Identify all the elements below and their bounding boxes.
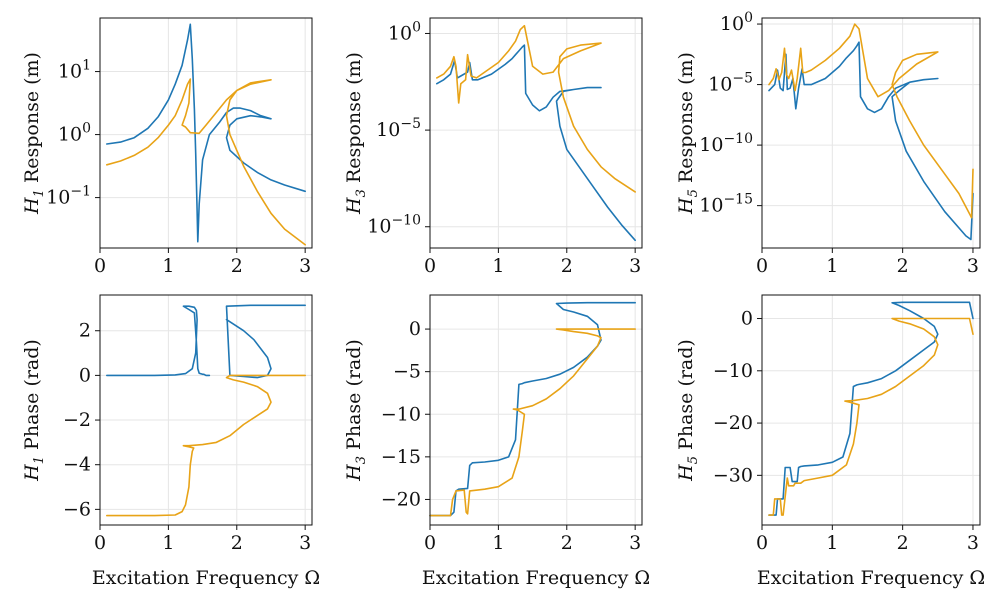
panel-h3-response: 0 1 2 3 10−10 10−5 100 H3 Response (m) bbox=[343, 17, 643, 277]
x-tick-label: 1 bbox=[162, 532, 174, 554]
x-tick-label: 1 bbox=[826, 532, 838, 554]
plot-frame bbox=[429, 17, 643, 249]
y-tick-label: −5 bbox=[393, 361, 421, 383]
x-tick-label: 2 bbox=[897, 532, 909, 554]
x-tick-label: 3 bbox=[629, 532, 641, 554]
y-axis-label: H3 Phase (rad) bbox=[343, 339, 369, 482]
panel-h5-response: 0 1 2 3 10−15 10−10 10−5 100 H5 Response (m) bbox=[675, 10, 981, 277]
x-tick-label: 0 bbox=[94, 532, 106, 554]
x-tick-label: 1 bbox=[492, 255, 504, 277]
y-axis-label: H5 Response (m) bbox=[675, 52, 701, 215]
y-tick-label: 0 bbox=[79, 364, 91, 386]
x-tick-label: 3 bbox=[967, 255, 979, 277]
x-axis-label: Excitation Frequency Ω bbox=[422, 567, 650, 589]
y-tick-label: 101 bbox=[58, 58, 91, 83]
y-tick-label: 0 bbox=[741, 308, 753, 330]
y-tick-label: 0 bbox=[409, 318, 421, 340]
plot-frame bbox=[761, 17, 981, 249]
y-tick-label: −10 bbox=[713, 360, 753, 382]
series-blue-line bbox=[429, 301, 637, 517]
x-tick-label: 0 bbox=[94, 255, 106, 277]
y-tick-label: −2 bbox=[63, 409, 91, 431]
y-tick-label: 10−15 bbox=[699, 192, 753, 217]
x-tick-label: 0 bbox=[756, 532, 768, 554]
plot-frame bbox=[99, 17, 313, 249]
x-tick-label: 0 bbox=[756, 255, 768, 277]
panel-h1-phase: 0 1 2 3 −6 −4 −2 0 2 H1 Phase (rad) Excitation Fre… bbox=[21, 294, 320, 589]
series-orange-line bbox=[768, 23, 974, 219]
x-tick-label: 2 bbox=[897, 255, 909, 277]
x-tick-label: 2 bbox=[231, 255, 243, 277]
y-axis-label: H5 Phase (rad) bbox=[675, 339, 701, 482]
y-tick-label: 2 bbox=[79, 320, 91, 342]
y-tick-label: 10−5 bbox=[708, 71, 753, 96]
series-blue-line bbox=[768, 41, 974, 241]
y-tick-label: 10−10 bbox=[367, 213, 421, 238]
x-tick-label: 3 bbox=[967, 532, 979, 554]
y-tick-label: 100 bbox=[388, 19, 421, 44]
series-orange-line bbox=[106, 78, 307, 246]
y-tick-label: −15 bbox=[381, 446, 421, 468]
series-orange-line bbox=[768, 317, 974, 516]
y-tick-label: −30 bbox=[713, 464, 753, 486]
panel-h5-phase: 0 1 2 3 −30 −20 −10 0 H5 Phase (rad) Excitation F… bbox=[675, 294, 985, 589]
series-blue-line bbox=[435, 44, 637, 242]
series-blue-branch-line bbox=[225, 304, 307, 379]
x-tick-label: 1 bbox=[826, 255, 838, 277]
y-tick-label: 100 bbox=[58, 121, 91, 146]
panel-h3-phase: 0 1 2 3 −20 −15 −10 −5 0 H3 Phase (rad) Excitation… bbox=[343, 294, 650, 589]
x-tick-label: 2 bbox=[561, 532, 573, 554]
y-axis-label: H3 Response (m) bbox=[343, 52, 369, 215]
series-blue-line bbox=[106, 23, 307, 243]
x-tick-label: 3 bbox=[299, 532, 311, 554]
y-tick-label: −10 bbox=[381, 403, 421, 425]
plot-frame bbox=[761, 294, 981, 526]
y-tick-label: 10−5 bbox=[376, 116, 421, 141]
y-tick-label: 100 bbox=[720, 10, 753, 35]
plot-frame bbox=[99, 294, 313, 526]
y-tick-label: −20 bbox=[381, 488, 421, 510]
y-axis-label: H1 Phase (rad) bbox=[21, 339, 47, 482]
series-blue-line bbox=[106, 305, 211, 377]
x-tick-label: 2 bbox=[231, 532, 243, 554]
y-tick-label: −4 bbox=[63, 454, 91, 476]
x-tick-label: 3 bbox=[299, 255, 311, 277]
y-axis-label: H1 Response (m) bbox=[21, 52, 47, 215]
panel-h1-response: 0 1 2 3 10−1 100 101 H1 Response (m) bbox=[21, 17, 313, 277]
x-axis-label: Excitation Frequency Ω bbox=[757, 567, 985, 589]
y-tick-label: −20 bbox=[713, 412, 753, 434]
series-orange-line bbox=[429, 328, 637, 517]
x-tick-label: 1 bbox=[162, 255, 174, 277]
y-tick-label: 10−1 bbox=[46, 184, 91, 209]
y-tick-label: −6 bbox=[63, 498, 91, 520]
series-orange-line bbox=[435, 24, 637, 193]
x-axis-label: Excitation Frequency Ω bbox=[92, 567, 320, 589]
series-orange-line bbox=[106, 374, 307, 517]
series-blue-line bbox=[768, 301, 974, 516]
x-tick-label: 0 bbox=[424, 255, 436, 277]
x-tick-label: 2 bbox=[561, 255, 573, 277]
x-tick-label: 3 bbox=[629, 255, 641, 277]
x-tick-label: 0 bbox=[424, 532, 436, 554]
plot-frame bbox=[429, 294, 643, 526]
x-tick-label: 1 bbox=[492, 532, 504, 554]
y-tick-label: 10−10 bbox=[699, 131, 753, 156]
